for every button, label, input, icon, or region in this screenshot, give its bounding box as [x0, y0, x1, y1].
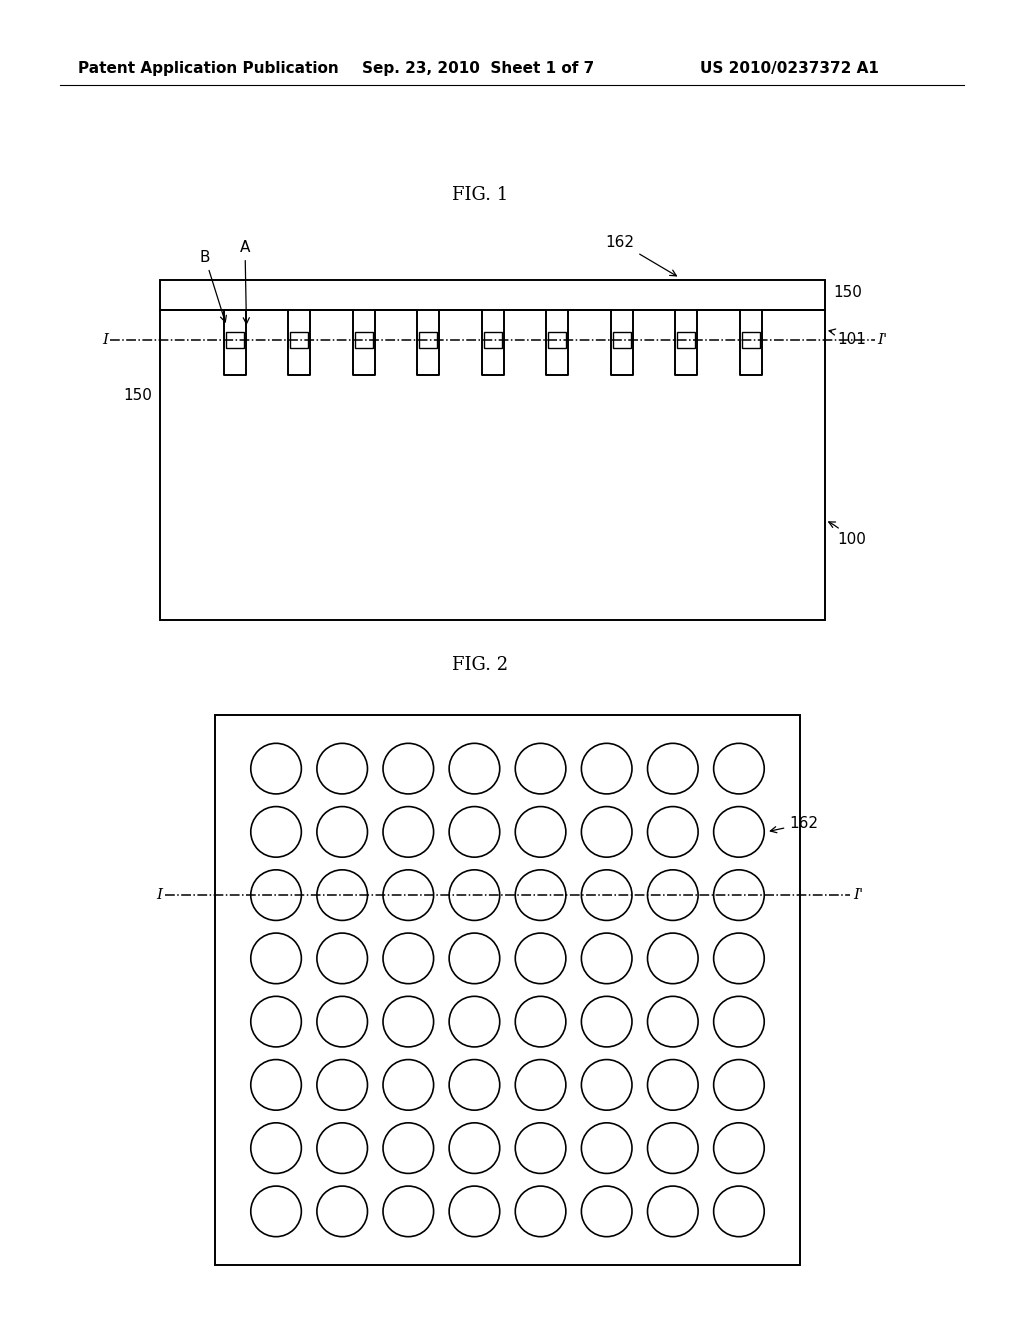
Bar	[354, 333, 373, 348]
Text: I: I	[102, 333, 108, 347]
Bar	[290, 333, 308, 348]
Text: B: B	[200, 249, 226, 322]
Bar	[419, 333, 437, 348]
Bar	[483, 333, 502, 348]
Text: Patent Application Publication: Patent Application Publication	[78, 61, 339, 75]
Text: FIG. 1: FIG. 1	[452, 186, 508, 205]
Text: I': I'	[853, 888, 863, 902]
Bar	[548, 333, 566, 348]
Text: I': I'	[877, 333, 887, 347]
Text: I: I	[156, 888, 162, 902]
Bar	[215, 715, 800, 1265]
Text: FIG. 2: FIG. 2	[452, 656, 508, 675]
Text: 162: 162	[770, 816, 818, 833]
Bar	[741, 333, 760, 348]
Bar	[225, 333, 244, 348]
Text: 100: 100	[828, 521, 866, 548]
Text: 162: 162	[605, 235, 677, 276]
Text: Sep. 23, 2010  Sheet 1 of 7: Sep. 23, 2010 Sheet 1 of 7	[362, 61, 594, 75]
Text: A: A	[240, 240, 250, 323]
Text: 150: 150	[123, 388, 152, 403]
Text: US 2010/0237372 A1: US 2010/0237372 A1	[700, 61, 879, 75]
Text: 101: 101	[829, 329, 866, 347]
Bar	[677, 333, 695, 348]
Bar	[612, 333, 631, 348]
Text: 150: 150	[833, 285, 862, 300]
